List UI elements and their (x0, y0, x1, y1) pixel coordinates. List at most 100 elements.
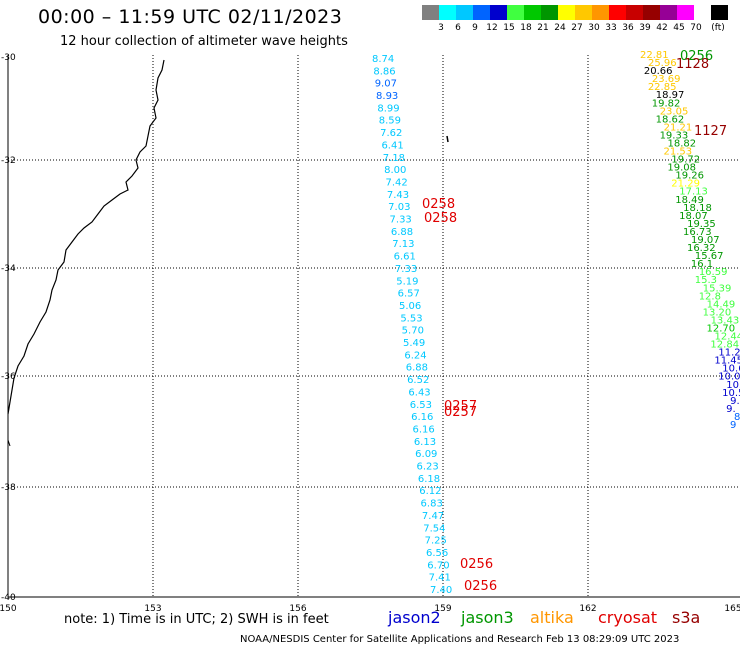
scale-unit: (ft) (711, 23, 725, 33)
scale-label: 45 (673, 23, 685, 33)
wave-height-label: 12.70 (707, 323, 736, 334)
lat-label: -34 (1, 264, 16, 274)
wave-height-label: 9.07 (375, 79, 397, 90)
wave-height-label: 6.12 (419, 486, 441, 497)
wave-height-label: 7.33 (395, 264, 417, 275)
scale-swatch (592, 5, 609, 20)
scale-label: 39 (639, 23, 651, 33)
wave-height-label: 6.13 (414, 437, 436, 448)
wave-height-label: 5.06 (399, 301, 421, 312)
map-grid (8, 55, 740, 597)
wave-height-label: 6.70 (427, 560, 449, 571)
lon-label: 159 (434, 604, 451, 614)
wave-height-label: 19.08 (667, 163, 696, 174)
wave-height-label: 6.88 (406, 363, 428, 374)
wave-height-label: 8 (734, 412, 740, 423)
pass-time-label: 1128 (676, 57, 709, 72)
scale-swatch (643, 5, 660, 20)
island-mark (446, 135, 449, 143)
wave-height-label: 5.53 (400, 313, 422, 324)
wave-height-label: 19.35 (687, 219, 716, 230)
sat-label-cryosat: cryosat (598, 608, 658, 627)
sat-label-jason2: jason2 (388, 608, 441, 627)
scale-label: 21 (537, 23, 549, 33)
wave-height-label: 5.70 (402, 326, 424, 337)
pass-time-label: 0257 (444, 399, 477, 414)
wave-height-label: 19.07 (691, 235, 720, 246)
coastline (7, 59, 165, 415)
lat-label: -36 (1, 372, 16, 382)
wave-height-label: 5.49 (403, 338, 425, 349)
wave-height-label: 6.16 (412, 424, 434, 435)
wave-height-label: 7.42 (385, 177, 407, 188)
scale-swatch (439, 5, 456, 20)
wave-height-label: 10.62 (722, 364, 740, 375)
scale-swatch (677, 5, 694, 20)
scale-label: 70 (690, 23, 702, 33)
wave-height-label: 9.4 (730, 396, 740, 407)
wave-height-label: 8.93 (376, 91, 398, 102)
wave-height-label: 10.5 (722, 388, 740, 399)
wave-height-label: 18.18 (683, 203, 712, 214)
lon-axis-labels: 150 153 156 159 162 165 (0, 604, 740, 614)
wave-height-label: 9. (726, 404, 736, 415)
wave-height-label: 6.52 (407, 375, 429, 386)
wave-height-label: 12.8 (699, 291, 721, 302)
color-scale-legend: 3 6 9 12 15 18 21 24 27 30 33 36 39 42 45 70 (ft) (422, 5, 728, 33)
scale-label: 33 (605, 23, 617, 33)
scale-swatch (711, 5, 728, 20)
pass-time-label: 0256 (680, 49, 713, 64)
lon-label: 153 (144, 604, 161, 614)
wave-height-label: 16.59 (699, 267, 728, 278)
wave-height-label: 7.62 (380, 128, 402, 139)
scale-label: 6 (455, 23, 461, 33)
wave-height-label: 25.96 (648, 58, 677, 69)
satellite-track-west: 8.748.86 9.078.938.99 8.597.626.41 7.188.00… (372, 54, 452, 596)
wave-height-label: 19.26 (675, 171, 704, 182)
wave-height-label: 12.44 (714, 332, 740, 343)
wave-height-label: 19.72 (671, 155, 700, 166)
wave-height-label: 23.69 (652, 74, 681, 85)
wave-height-label: 6.56 (426, 548, 448, 559)
wave-height-label: 8.74 (372, 54, 394, 65)
wave-height-label: 6.61 (394, 252, 416, 263)
credit-line: NOAA/NESDIS Center for Satellite Applica… (240, 634, 680, 645)
lat-label: -30 (1, 53, 16, 63)
wave-height-label: 21.53 (663, 147, 692, 158)
wave-height-label: 22.81 (640, 50, 669, 61)
wave-height-label: 23.05 (660, 106, 689, 117)
wave-height-label: 15.3 (695, 275, 717, 286)
wave-height-label: 7.25 (425, 536, 447, 547)
scale-label: 9 (472, 23, 478, 33)
wave-height-label: 6.83 (421, 499, 443, 510)
scale-swatch (524, 5, 541, 20)
scale-swatch (660, 5, 677, 20)
wave-height-label: 7.43 (387, 190, 409, 201)
pass-time-label: 1127 (694, 124, 727, 139)
scale-label: 42 (656, 23, 668, 33)
scale-label: 15 (503, 23, 515, 33)
wave-height-label: 11.22 (718, 348, 740, 359)
lat-label: -32 (1, 156, 16, 166)
wave-height-label: 7.33 (390, 215, 412, 226)
color-scale-swatches (422, 5, 728, 20)
wave-height-label: 8.86 (373, 66, 395, 77)
wave-height-label: 8.00 (384, 165, 406, 176)
pass-time-label: 0257 (444, 405, 477, 420)
scale-swatch (694, 5, 711, 20)
pass-time-label: 0258 (424, 211, 457, 226)
wave-height-label: 6.41 (381, 140, 403, 151)
wave-height-label: 18.62 (656, 114, 685, 125)
sat-label-s3a: s3a (672, 608, 701, 627)
wave-height-label: 6.24 (404, 350, 426, 361)
map-subtitle: 12 hour collection of altimeter wave hei… (60, 34, 348, 49)
wave-height-label: 18.97 (656, 90, 685, 101)
scale-swatch (558, 5, 575, 20)
wave-height-label: 6.09 (415, 449, 437, 460)
pass-time-label: 0258 (422, 197, 455, 212)
wave-height-label: 11.45 (714, 356, 740, 367)
footnote: note: 1) Time is in UTC; 2) SWH is in fe… (64, 612, 329, 627)
wave-height-label: 14.49 (707, 299, 736, 310)
wave-height-label: 22.85 (648, 82, 677, 93)
